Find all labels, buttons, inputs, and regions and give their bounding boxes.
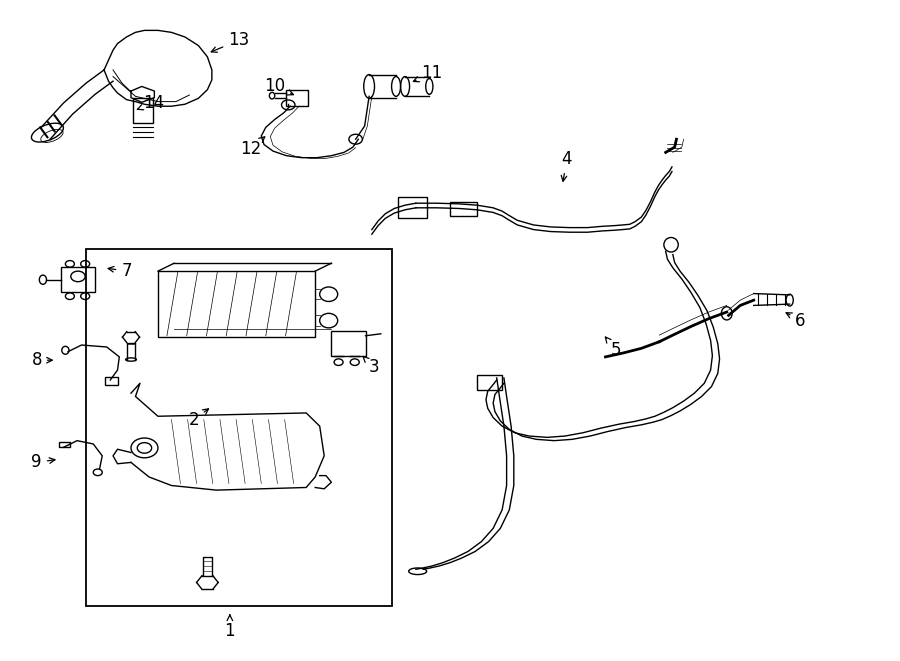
Text: 13: 13 — [212, 31, 249, 52]
Text: 14: 14 — [137, 94, 164, 112]
Text: 2: 2 — [189, 408, 209, 428]
Text: 9: 9 — [32, 453, 55, 471]
Bar — [105, 377, 118, 385]
Text: 7: 7 — [108, 262, 131, 280]
Text: 1: 1 — [224, 615, 235, 640]
Text: 4: 4 — [562, 150, 572, 181]
Text: 12: 12 — [240, 137, 265, 158]
Text: 8: 8 — [32, 351, 52, 369]
Text: 6: 6 — [786, 311, 806, 330]
Bar — [477, 375, 502, 390]
Text: 3: 3 — [363, 356, 379, 376]
Bar — [450, 202, 477, 216]
Bar — [331, 330, 365, 356]
Bar — [59, 442, 70, 447]
Bar — [158, 271, 315, 337]
Text: 10: 10 — [265, 77, 293, 95]
Bar — [133, 98, 153, 123]
Bar — [61, 266, 95, 292]
Bar — [86, 249, 392, 605]
Text: 5: 5 — [606, 337, 622, 360]
Bar — [286, 91, 308, 106]
Text: 11: 11 — [413, 64, 443, 82]
Bar — [398, 197, 427, 218]
